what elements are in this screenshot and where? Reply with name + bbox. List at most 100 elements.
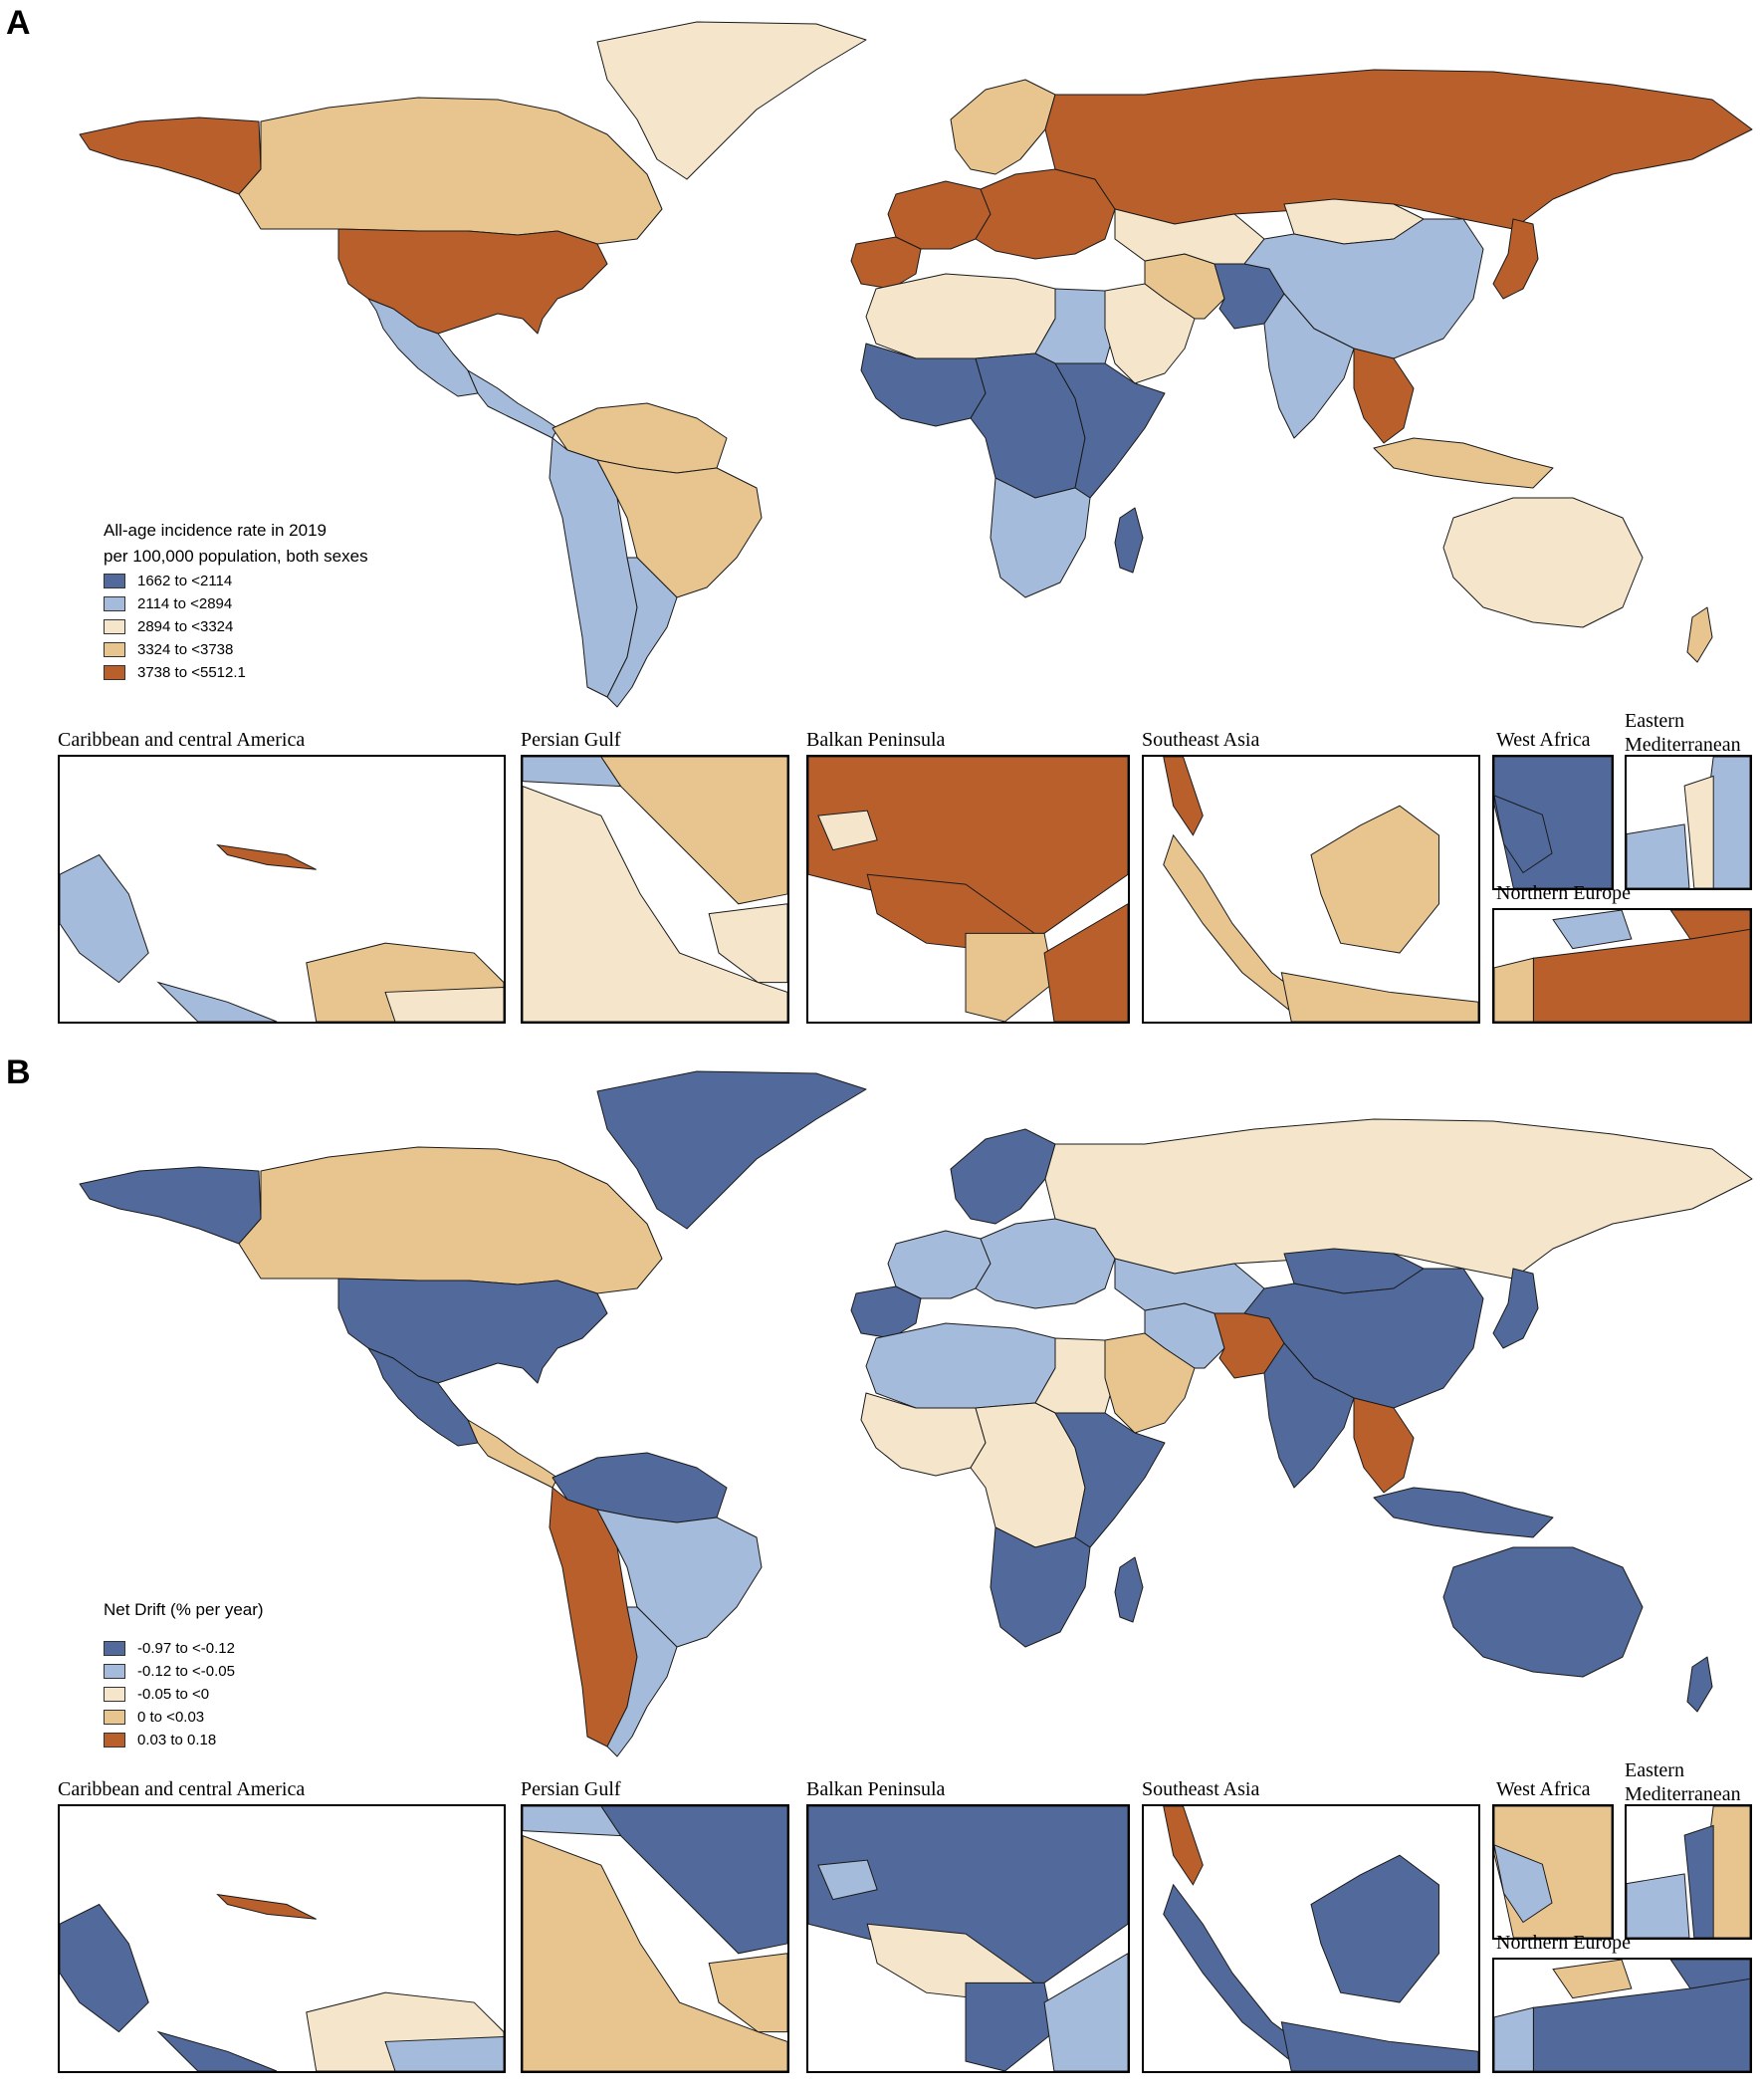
legend-label: 2894 to <3324 xyxy=(137,618,234,635)
region-west-africa xyxy=(860,343,987,427)
inset-region xyxy=(1280,972,1478,1022)
panel-b: B Net Drift (% per year) -0.97 to <-0.12… xyxy=(0,1049,1764,2098)
region-southern-africa xyxy=(990,477,1091,598)
inset-label: Balkan Peninsula xyxy=(806,1778,946,1800)
region-mexico xyxy=(367,1347,479,1447)
inset-map-svg xyxy=(60,1893,504,2071)
legend-label: -0.97 to <-0.12 xyxy=(137,1640,235,1657)
inset-label: Persian Gulf xyxy=(521,729,621,751)
panel-letter: A xyxy=(6,4,31,42)
inset-map xyxy=(58,1804,506,2073)
region-central-america xyxy=(467,1419,558,1489)
legend-label: 0 to <0.03 xyxy=(137,1709,205,1726)
region-madagascar xyxy=(1114,507,1144,574)
region-alaska xyxy=(79,1166,262,1245)
region-east-africa xyxy=(1054,1412,1166,1548)
region-western-europe xyxy=(887,1230,992,1299)
legend-item: 0 to <0.03 xyxy=(104,1706,264,1729)
inset-region xyxy=(1627,1873,1690,1938)
legend-item: 3738 to <5512.1 xyxy=(104,661,368,684)
inset-map xyxy=(1492,755,1614,890)
inset-label: Eastern Mediterranean xyxy=(1625,1759,1741,1805)
inset-label: Caribbean and central America xyxy=(58,1778,306,1800)
inset-region xyxy=(1043,1953,1128,2071)
inset-region xyxy=(1552,1960,1633,1999)
legend-label: 2114 to <2894 xyxy=(137,595,233,612)
inset-region xyxy=(1163,1806,1204,1886)
inset-map xyxy=(1492,908,1752,1024)
inset-map xyxy=(521,1804,789,2073)
inset-label: West Africa xyxy=(1496,729,1591,751)
legend-subtitle: per 100,000 population, both sexes xyxy=(104,547,368,566)
region-japan xyxy=(1492,218,1539,300)
legend-swatch xyxy=(104,596,125,611)
region-greenland xyxy=(596,21,867,180)
inset-region xyxy=(817,1859,878,1901)
world-map xyxy=(79,21,1753,708)
region-russia xyxy=(1044,1118,1753,1280)
inset-map xyxy=(1142,755,1480,1024)
inset-map-svg xyxy=(1627,1806,1750,1938)
inset-region xyxy=(708,903,787,984)
inset-region xyxy=(60,853,149,984)
region-india xyxy=(1263,293,1355,439)
region-mexico xyxy=(367,298,479,397)
legend-item: 0.03 to 0.18 xyxy=(104,1729,264,1751)
region-russia xyxy=(1044,69,1753,230)
region-southeast-asia xyxy=(1353,348,1415,444)
inset-map-svg xyxy=(1627,757,1750,888)
inset-region xyxy=(1683,1824,1714,1938)
inset-label: Southeast Asia xyxy=(1142,1778,1260,1800)
legend-label: 0.03 to 0.18 xyxy=(137,1732,217,1748)
inset-map-svg xyxy=(60,843,504,1022)
region-north-africa xyxy=(865,1322,1056,1409)
legend-item: 1662 to <2114 xyxy=(104,570,368,592)
region-argentina xyxy=(606,557,678,708)
region-australia xyxy=(1442,497,1644,628)
inset-region xyxy=(216,843,317,870)
inset-map-svg xyxy=(1494,757,1612,888)
inset-label: Southeast Asia xyxy=(1142,729,1260,751)
inset-map xyxy=(521,755,789,1024)
region-north-america-north xyxy=(238,97,663,245)
legend-title: Net Drift (% per year) xyxy=(104,1600,264,1619)
inset-region xyxy=(1310,1854,1439,2003)
inset-map xyxy=(58,755,506,1024)
inset-region xyxy=(1494,2006,1534,2071)
inset-region xyxy=(965,1981,1055,2071)
inset-map-svg xyxy=(808,757,1128,1022)
inset-region xyxy=(1552,910,1633,950)
legend-item: -0.12 to <-0.05 xyxy=(104,1660,264,1683)
region-north-america-north xyxy=(238,1146,663,1294)
legend-item: -0.05 to <0 xyxy=(104,1683,264,1706)
region-madagascar xyxy=(1114,1556,1144,1623)
inset-map-svg xyxy=(1494,910,1750,1022)
inset-region xyxy=(1669,910,1750,940)
inset-region xyxy=(523,757,622,788)
region-scandinavia xyxy=(950,1128,1056,1225)
legend-label: 3738 to <5512.1 xyxy=(137,664,246,681)
inset-label: Northern Europe xyxy=(1496,1932,1631,1954)
inset-map-svg xyxy=(1494,1960,1750,2071)
map-legend: Net Drift (% per year) -0.97 to <-0.12 -0… xyxy=(104,1597,264,1751)
legend-item: 2894 to <3324 xyxy=(104,615,368,638)
legend-swatch xyxy=(104,665,125,680)
region-new-zealand xyxy=(1686,1656,1713,1713)
region-southern-africa xyxy=(990,1526,1091,1648)
inset-map xyxy=(1142,1804,1480,2073)
legend-item: 3324 to <3738 xyxy=(104,638,368,661)
region-western-europe xyxy=(887,180,992,250)
region-eastern-europe xyxy=(975,1218,1116,1309)
inset-region xyxy=(1532,928,1750,1022)
inset-map-svg xyxy=(1163,1806,1478,2071)
map-legend: All-age incidence rate in 2019 per 100,0… xyxy=(104,518,368,684)
legend-label: 3324 to <3738 xyxy=(137,641,234,658)
inset-map xyxy=(806,1804,1130,2073)
inset-region xyxy=(1494,957,1534,1022)
inset-label: Persian Gulf xyxy=(521,1778,621,1800)
region-new-zealand xyxy=(1686,606,1713,663)
legend-swatch xyxy=(104,1664,125,1679)
inset-region xyxy=(60,1903,149,2033)
legend-item: 2114 to <2894 xyxy=(104,592,368,615)
region-greenland xyxy=(596,1070,867,1230)
